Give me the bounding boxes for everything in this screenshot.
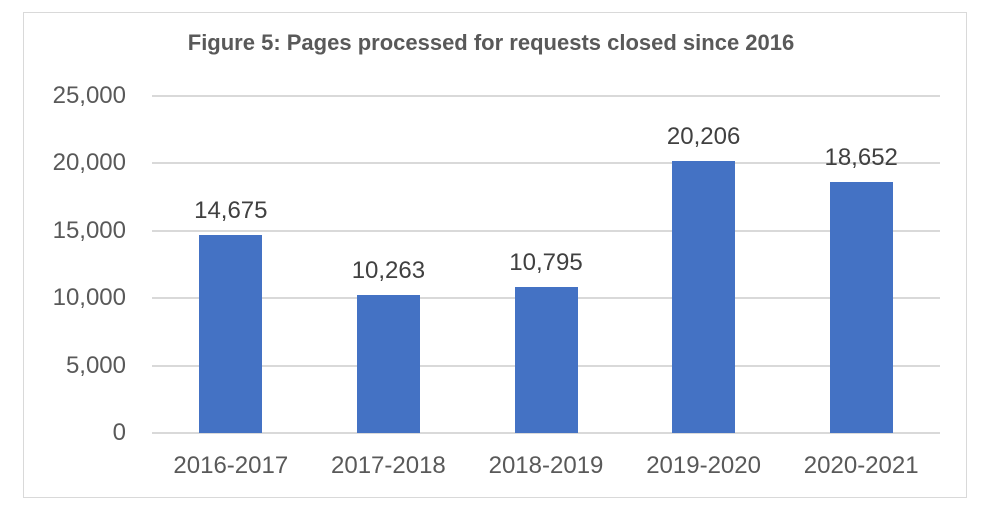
data-label: 14,675 xyxy=(194,197,268,225)
x-tick-label: 2017-2018 xyxy=(331,452,446,479)
plot-area: 14,675 10,263 10,795 20,206 18,652 xyxy=(152,95,940,434)
x-tick-label: 2020-2021 xyxy=(803,452,919,479)
bar xyxy=(514,287,578,433)
y-tick-label: 15,000 xyxy=(52,216,126,244)
data-label: 10,263 xyxy=(351,256,426,284)
x-tick-label: 2019-2020 xyxy=(646,452,761,479)
data-label: 18,652 xyxy=(824,143,898,171)
gridline xyxy=(152,162,940,165)
y-tick-label: 25,000 xyxy=(52,82,126,109)
data-label: 10,795 xyxy=(509,249,583,277)
bar xyxy=(356,294,420,433)
bar xyxy=(199,235,263,433)
x-tick-label: 2016-2017 xyxy=(173,452,289,479)
chart-title: Figure 5: Pages processed for requests c… xyxy=(187,30,795,55)
data-label: 20,206 xyxy=(666,122,741,150)
gridline xyxy=(152,229,940,232)
gridline xyxy=(152,95,940,97)
y-tick-label: 10,000 xyxy=(52,284,126,312)
bar xyxy=(829,181,893,433)
y-tick-label: 5,000 xyxy=(65,351,126,379)
bar xyxy=(672,160,736,433)
chart-frame xyxy=(23,12,967,498)
x-tick-label: 2018-2019 xyxy=(488,452,604,479)
y-tick-label: 0 xyxy=(112,419,126,446)
y-tick-label: 20,000 xyxy=(52,149,126,177)
gridline xyxy=(152,432,940,434)
